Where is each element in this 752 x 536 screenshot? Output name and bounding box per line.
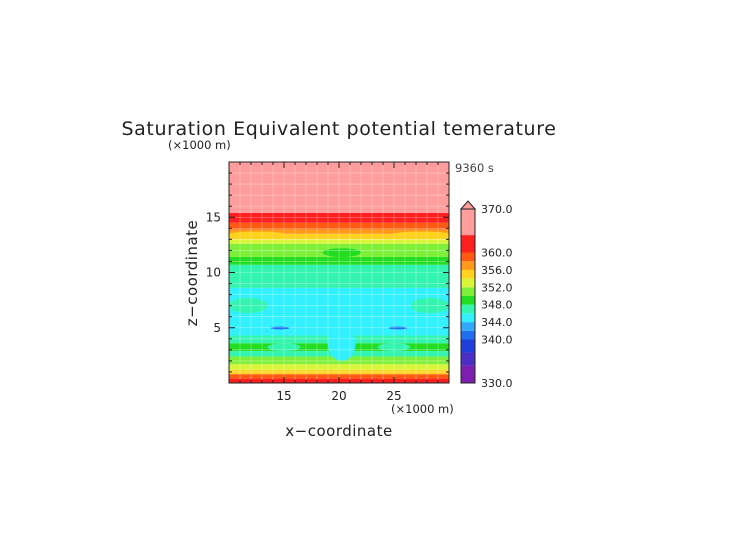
field-feature <box>410 297 449 314</box>
colorbar-swatch <box>461 365 475 383</box>
x-axis-label: x−coordinate <box>285 422 392 440</box>
colorbar-swatch <box>461 287 475 296</box>
field-feature <box>328 327 356 361</box>
colorbar-swatch <box>461 304 475 314</box>
colorbar-frame <box>460 208 476 384</box>
y-tick-label: 5 <box>213 321 221 335</box>
y-axis-label: z−coordinate <box>183 220 201 326</box>
time-label: 9360 s <box>455 161 494 175</box>
field-band <box>229 229 449 234</box>
x-axis-unit: (×1000 m) <box>391 402 454 416</box>
colorbar-label: 344.0 <box>481 316 513 329</box>
plot-area <box>229 162 449 383</box>
x-tick-label: 15 <box>276 389 291 403</box>
colorbar-label: 370.0 <box>481 203 513 216</box>
field-feature <box>270 326 290 330</box>
colorbar-swatch <box>461 296 475 305</box>
field-band <box>229 369 449 375</box>
field-feature <box>377 343 411 351</box>
colorbar-swatch <box>461 339 475 353</box>
colorbar-overflow-arrow <box>459 200 477 210</box>
field-feature <box>322 248 361 258</box>
field-band <box>229 287 449 336</box>
field-feature <box>229 213 449 219</box>
field-feature <box>394 231 449 237</box>
y-tick-label: 15 <box>206 210 221 224</box>
colorbar: 370.0 360.0 356.0 352.0 348.0 344.0 340.0 330.0 <box>459 200 513 390</box>
field-band <box>229 233 449 240</box>
grid <box>228 161 450 384</box>
colorbar-swatch <box>461 261 475 270</box>
y-axis-unit: (×1000 m) <box>168 138 231 152</box>
chart-title: Saturation Equivalent potential temeratu… <box>122 118 557 140</box>
colorbar-label: 340.0 <box>481 334 513 347</box>
colorbar-swatch <box>461 252 475 262</box>
field-band <box>229 374 449 379</box>
field-feature <box>388 326 408 330</box>
field-band <box>229 162 449 213</box>
field-band <box>229 257 449 265</box>
field-band <box>229 364 449 370</box>
colorbar-swatch <box>461 330 475 340</box>
colorbar-swatch <box>461 322 475 331</box>
colorbar-swatch <box>461 278 475 288</box>
colorbar-label: 356.0 <box>481 264 513 277</box>
y-tick-label: 10 <box>206 266 221 280</box>
colorbar-swatch <box>461 269 475 279</box>
colorbar-label: 348.0 <box>481 299 513 312</box>
field-band <box>229 264 449 288</box>
colorbar-swatch <box>461 235 475 253</box>
colorbar-swatch <box>461 313 475 323</box>
field-band <box>229 222 449 230</box>
colorbar-label: 352.0 <box>481 281 513 294</box>
field-feature <box>229 231 284 237</box>
field-feature <box>229 297 268 314</box>
colorbar-label: 360.0 <box>481 247 513 260</box>
colorbar-label: 330.0 <box>481 377 513 390</box>
field-feature <box>267 343 301 351</box>
colorbar-swatch <box>461 209 475 236</box>
x-tick-label: 20 <box>331 389 346 403</box>
field-band <box>229 239 449 244</box>
x-tick-label: 25 <box>386 389 401 403</box>
axes: 15 20 25 5 10 15 <box>206 161 450 403</box>
colorbar-swatch <box>461 352 475 366</box>
